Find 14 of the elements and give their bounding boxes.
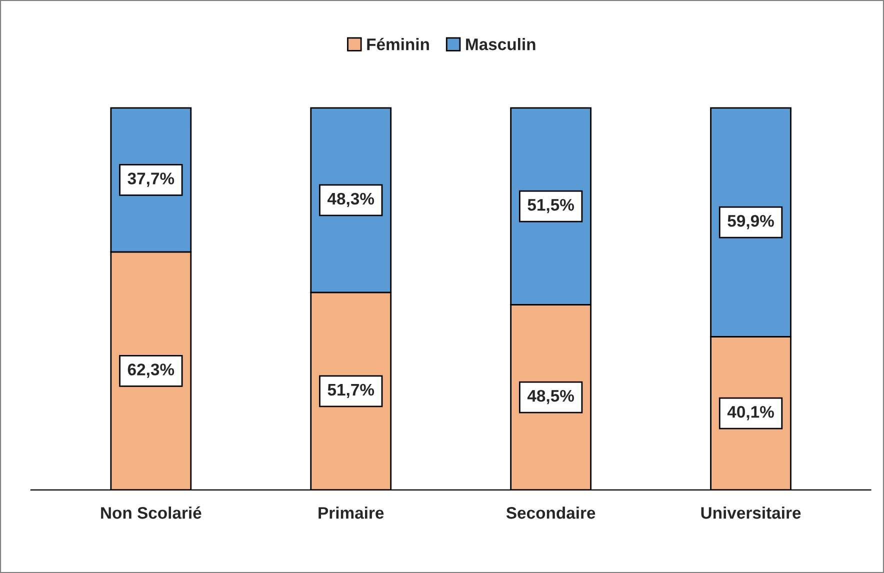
- data-label: 62,3%: [128, 364, 174, 378]
- x-tick-label: Secondaire: [506, 506, 596, 519]
- x-tick-label: Primaire: [318, 506, 384, 519]
- data-label: 37,7%: [128, 172, 174, 187]
- data-label: 51,5%: [528, 198, 574, 214]
- x-tick-label: Universitaire: [701, 506, 801, 519]
- x-tick-label: Non Scolarié: [101, 506, 202, 519]
- data-label: 48,5%: [527, 390, 574, 404]
- legend-label: Féminin: [367, 38, 429, 50]
- data-label: 59,9%: [728, 214, 774, 230]
- legend-label: Masculin: [466, 38, 536, 50]
- data-label: 48,3%: [327, 192, 374, 208]
- data-label: 51,7%: [328, 384, 374, 398]
- data-label: 40,1%: [727, 406, 774, 420]
